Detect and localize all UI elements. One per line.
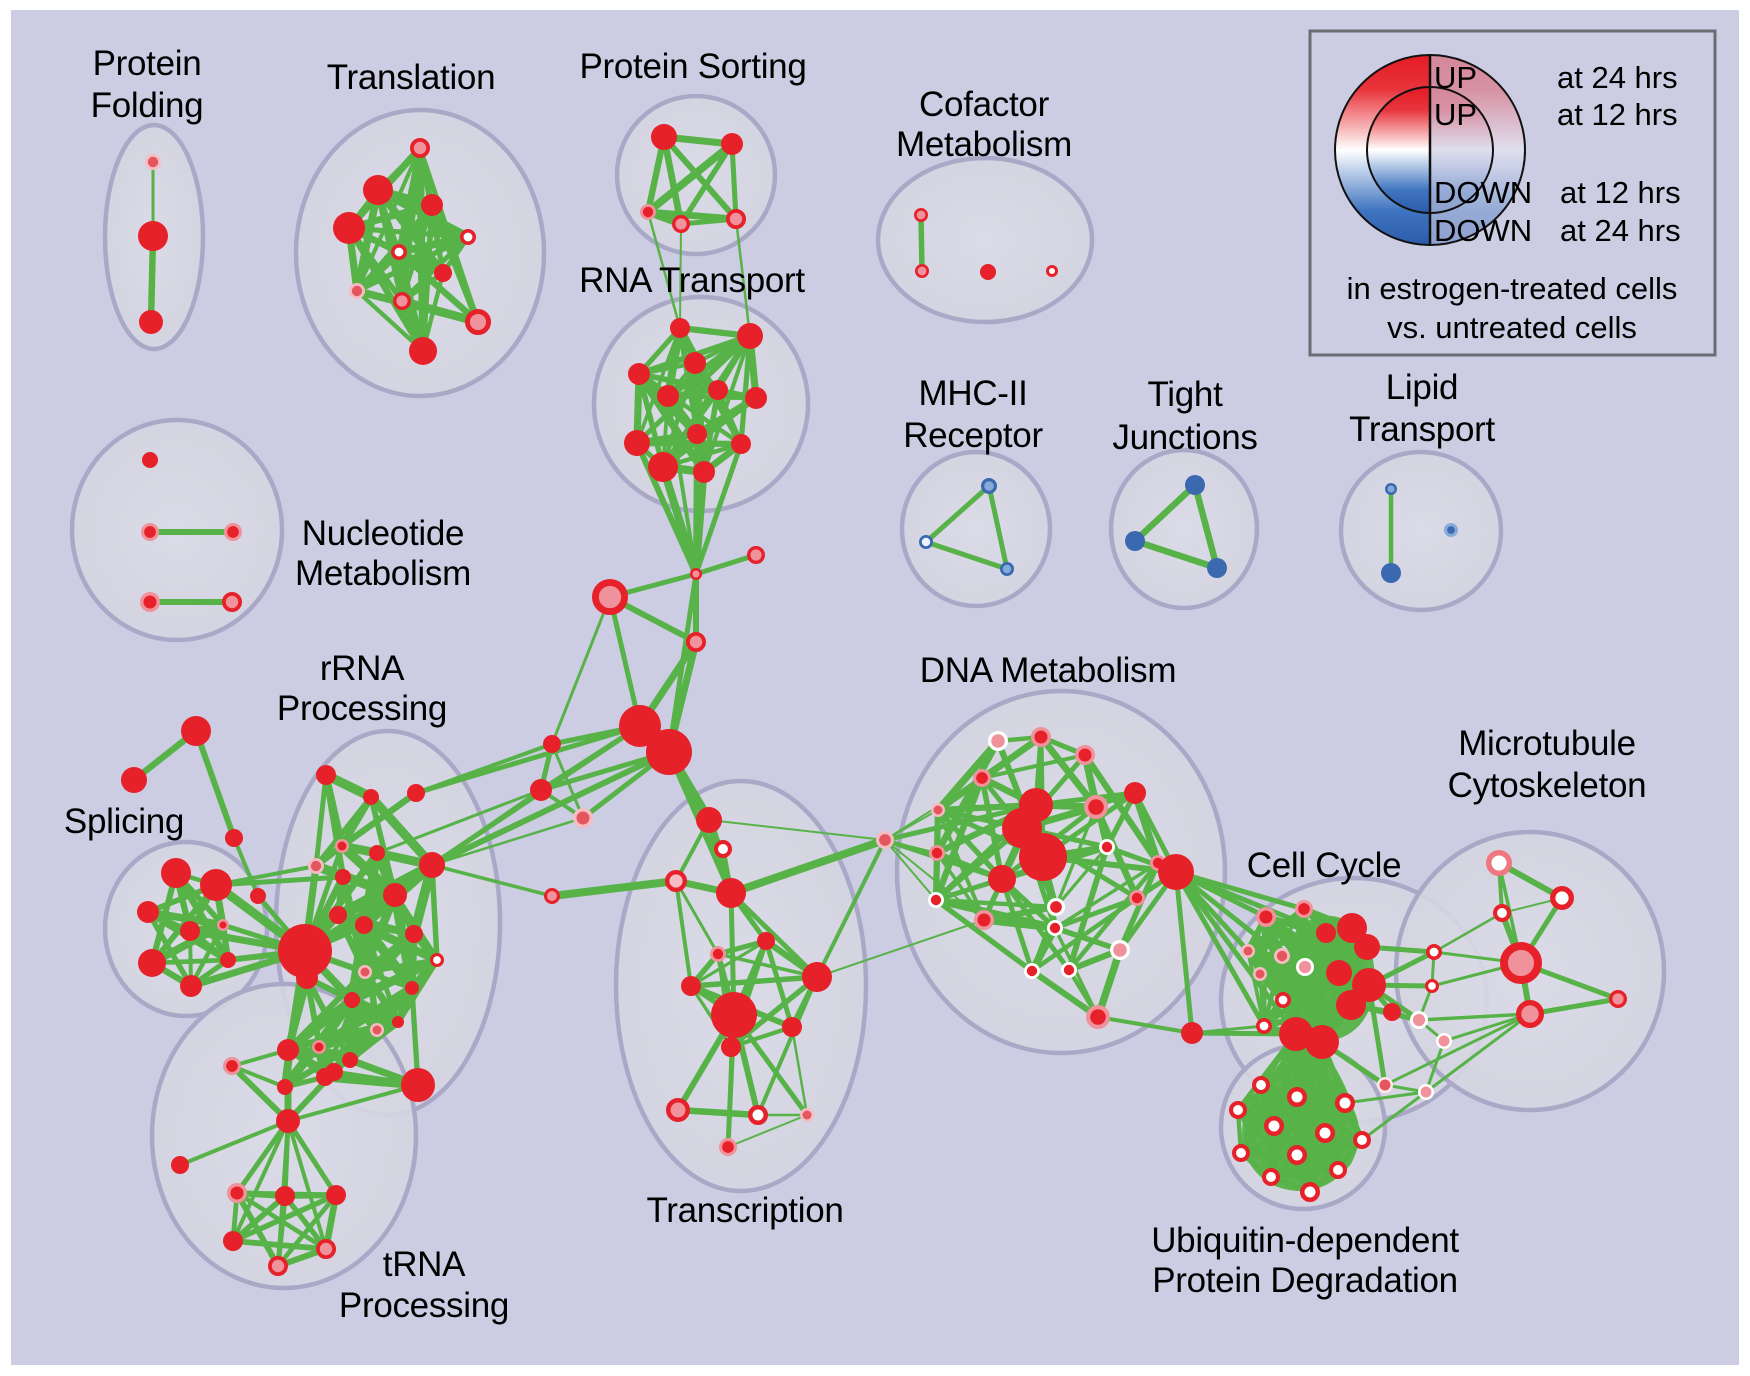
svg-text:DNA Metabolism: DNA Metabolism [920, 651, 1176, 690]
svg-text:Junctions: Junctions [1112, 418, 1257, 457]
svg-text:Lipid: Lipid [1386, 368, 1458, 407]
svg-text:UP: UP [1434, 60, 1477, 95]
svg-text:Protein Degradation: Protein Degradation [1152, 1261, 1458, 1300]
svg-text:Metabolism: Metabolism [896, 125, 1072, 164]
svg-text:Metabolism: Metabolism [295, 554, 471, 593]
svg-text:Translation: Translation [327, 58, 496, 97]
svg-text:Cell Cycle: Cell Cycle [1247, 846, 1402, 885]
svg-text:Receptor: Receptor [903, 416, 1043, 455]
svg-text:tRNA: tRNA [383, 1245, 466, 1284]
svg-text:at 24 hrs: at 24 hrs [1560, 213, 1681, 248]
svg-text:DOWN: DOWN [1434, 213, 1532, 248]
svg-text:Processing: Processing [339, 1286, 509, 1325]
svg-text:Folding: Folding [91, 86, 204, 125]
svg-text:Processing: Processing [277, 689, 447, 728]
svg-text:Transport: Transport [1349, 410, 1495, 449]
svg-text:at 12 hrs: at 12 hrs [1557, 97, 1678, 132]
svg-text:MHC-II: MHC-II [918, 374, 1027, 413]
svg-text:vs. untreated cells: vs. untreated cells [1387, 310, 1637, 345]
svg-text:Ubiquitin-dependent: Ubiquitin-dependent [1151, 1221, 1459, 1260]
svg-text:at 12 hrs: at 12 hrs [1560, 175, 1681, 210]
svg-text:Protein: Protein [93, 44, 202, 83]
svg-text:at 24 hrs: at 24 hrs [1557, 60, 1678, 95]
svg-text:Nucleotide: Nucleotide [302, 514, 464, 553]
svg-text:DOWN: DOWN [1434, 175, 1532, 210]
svg-text:rRNA: rRNA [320, 649, 405, 688]
svg-text:Microtubule: Microtubule [1458, 724, 1636, 763]
svg-text:Protein Sorting: Protein Sorting [579, 47, 806, 86]
svg-text:Splicing: Splicing [64, 802, 184, 841]
svg-text:Tight: Tight [1147, 375, 1223, 414]
svg-text:RNA Transport: RNA Transport [579, 261, 805, 300]
svg-text:Cytoskeleton: Cytoskeleton [1448, 766, 1647, 805]
svg-text:in estrogen-treated cells: in estrogen-treated cells [1347, 271, 1678, 306]
svg-text:UP: UP [1434, 97, 1477, 132]
svg-text:Transcription: Transcription [646, 1191, 843, 1230]
svg-text:Cofactor: Cofactor [919, 85, 1050, 124]
